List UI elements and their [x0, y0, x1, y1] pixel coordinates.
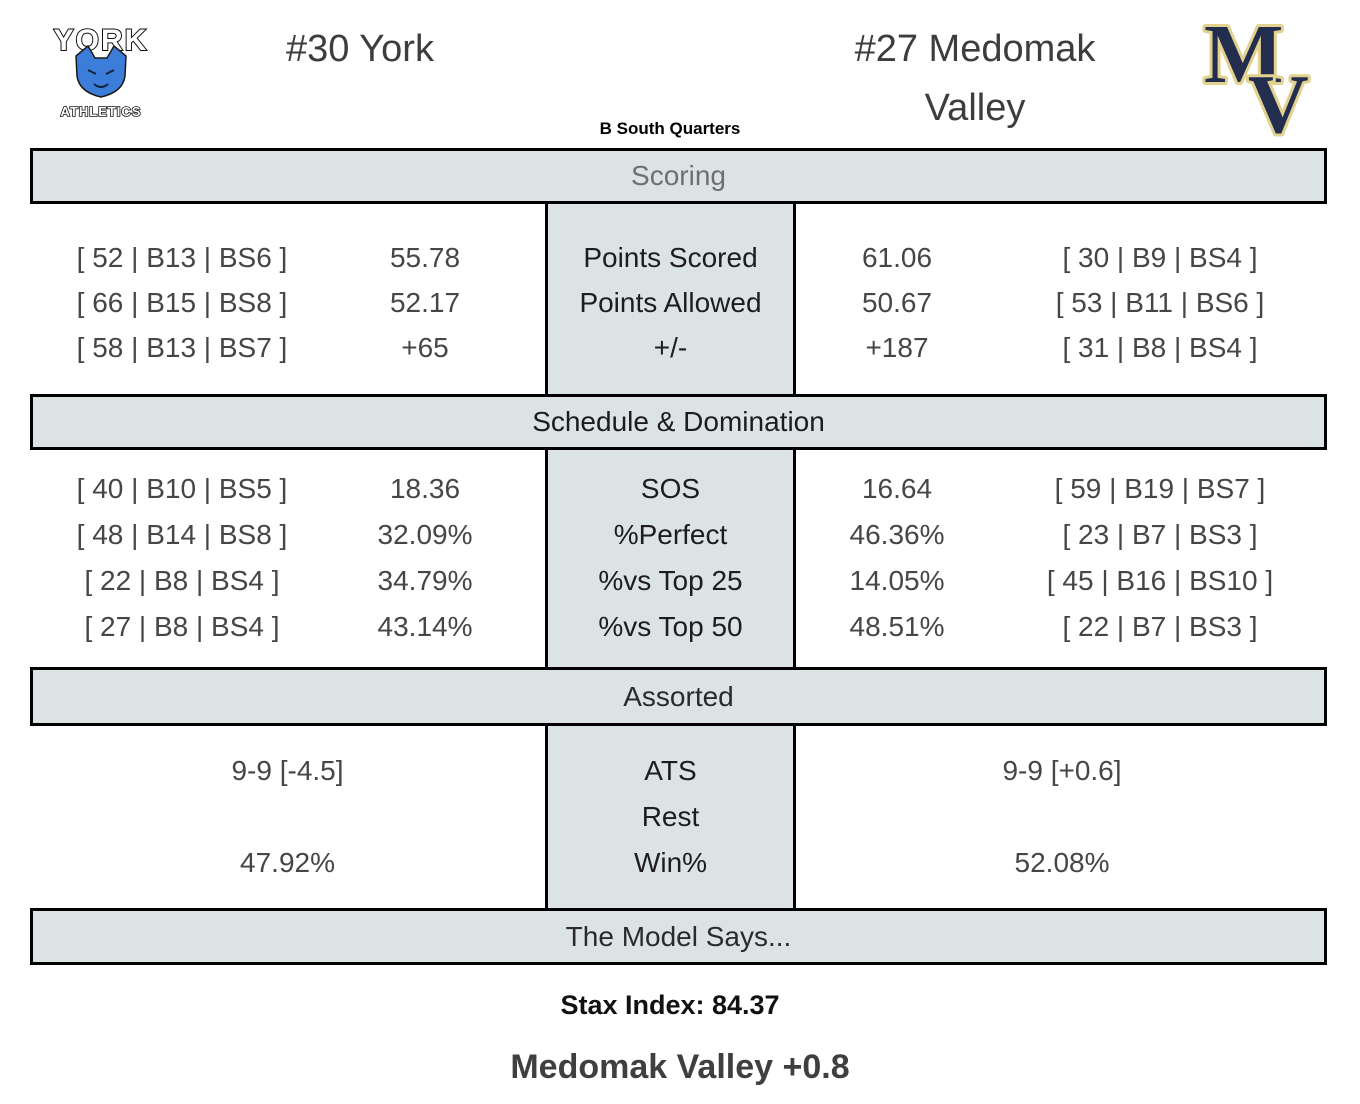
rank-bracket: [ 48 | B14 | BS8 ]	[76, 519, 288, 550]
york-scoring-ranks: [ 52 | B13 | BS6 ] [ 66 | B15 | BS8 ] [ …	[32, 235, 332, 370]
section-title: Scoring	[631, 160, 726, 191]
center-strip-schedule	[545, 448, 796, 669]
metric-label: %vs Top 50	[598, 611, 743, 642]
stat-value: 16.64	[861, 473, 933, 504]
right-team-name-line2: Valley	[924, 87, 1026, 129]
section-title: The Model Says...	[565, 920, 792, 952]
stat-value: 61.06	[861, 242, 933, 273]
metric-label: Points Scored	[583, 242, 758, 273]
right-team-name-line1: #27 Medomak	[854, 28, 1096, 70]
metric-label: Rest	[641, 801, 700, 832]
york-athletics-logo: YORK ATHLETICS	[36, 20, 166, 120]
rank-bracket: [ 40 | B10 | BS5 ]	[76, 473, 288, 504]
model-pick: Medomak Valley +0.8	[510, 1048, 850, 1086]
medomak-schedule-ranks: [ 59 | B19 | BS7 ] [ 23 | B7 | BS3 ] [ 4…	[1000, 466, 1320, 650]
stat-value: 48.51%	[849, 611, 945, 642]
stat-value	[32, 794, 543, 840]
left-team-title: #30 York	[150, 20, 570, 79]
york-schedule-ranks: [ 40 | B10 | BS5 ] [ 48 | B14 | BS8 ] [ …	[32, 466, 332, 650]
center-strip-assorted	[545, 724, 796, 910]
stat-value: 43.14%	[377, 611, 473, 642]
rank-bracket: [ 27 | B8 | BS4 ]	[84, 611, 280, 642]
york-wildcat-icon: YORK ATHLETICS	[53, 23, 149, 120]
section-title: Assorted	[623, 680, 734, 712]
medomak-scoring-values: 61.06 50.67 +187	[797, 235, 997, 370]
bracket-subtitle: B South Quarters	[599, 119, 741, 138]
section-title: Schedule & Domination	[532, 406, 825, 437]
rank-bracket: [ 66 | B15 | BS8 ]	[76, 287, 288, 318]
stax-index-value: Stax Index: 84.37	[560, 990, 780, 1020]
rank-bracket: [ 23 | B7 | BS3 ]	[1062, 519, 1258, 550]
rank-bracket: [ 45 | B16 | BS10 ]	[1046, 565, 1274, 596]
metric-label: Win%	[633, 847, 708, 878]
rank-bracket: [ 31 | B8 | BS4 ]	[1062, 332, 1258, 363]
stat-value	[797, 794, 1327, 840]
stat-value: 52.17	[389, 287, 461, 318]
york-logo-athletics-text: ATHLETICS	[61, 104, 142, 119]
york-logo-wordmark: YORK	[54, 24, 149, 57]
stat-value: 52.08%	[1014, 847, 1110, 878]
rank-bracket: [ 59 | B19 | BS7 ]	[1054, 473, 1266, 504]
schedule-metric-labels: SOS %Perfect %vs Top 25 %vs Top 50	[548, 466, 793, 650]
section-header-schedule: Schedule & Domination	[30, 394, 1327, 450]
assorted-metric-labels: ATS Rest Win%	[548, 748, 793, 886]
stat-value: 32.09%	[377, 519, 473, 550]
right-team-title: #27 Medomak Valley	[740, 20, 1210, 138]
stat-value: 55.78	[389, 242, 461, 273]
left-team-name: #30 York	[286, 28, 434, 70]
wildcat-face-lines	[87, 69, 115, 88]
medomak-schedule-values: 16.64 46.36% 14.05% 48.51%	[797, 466, 997, 650]
stat-value: 9-9 [+0.6]	[1002, 755, 1122, 786]
medomak-scoring-ranks: [ 30 | B9 | BS4 ] [ 53 | B11 | BS6 ] [ 3…	[1000, 235, 1320, 370]
stat-value: 47.92%	[240, 847, 335, 878]
scoring-metric-labels: Points Scored Points Allowed +/-	[548, 235, 793, 370]
stat-value: 9-9 [-4.5]	[231, 755, 344, 786]
section-header-scoring: Scoring	[30, 148, 1327, 204]
stat-value: 14.05%	[849, 565, 945, 596]
rank-bracket: [ 22 | B8 | BS4 ]	[84, 565, 280, 596]
york-schedule-values: 18.36 32.09% 34.79% 43.14%	[330, 466, 520, 650]
medomak-assorted-values: 9-9 [+0.6] 52.08%	[797, 748, 1327, 886]
stat-value: +187	[865, 332, 929, 363]
mv-logo-m: M	[1204, 8, 1283, 101]
metric-label: ATS	[644, 755, 697, 786]
york-assorted-values: 9-9 [-4.5] 47.92%	[32, 748, 543, 886]
metric-label: Points Allowed	[579, 287, 762, 318]
section-header-model: The Model Says...	[30, 908, 1327, 965]
stat-value: 18.36	[389, 473, 461, 504]
stat-value: 50.67	[861, 287, 933, 318]
mv-monogram-icon: M V	[1201, 5, 1312, 154]
section-header-assorted: Assorted	[30, 667, 1327, 726]
wildcat-head-icon	[75, 44, 127, 98]
stat-value: 46.36%	[849, 519, 945, 550]
rank-bracket: [ 52 | B13 | BS6 ]	[76, 242, 288, 273]
rank-bracket: [ 53 | B11 | BS6 ]	[1055, 287, 1265, 318]
center-strip-scoring	[545, 202, 796, 396]
mv-logo-v: V	[1248, 58, 1309, 138]
stat-value: 34.79%	[377, 565, 473, 596]
metric-label: %vs Top 25	[598, 565, 743, 596]
metric-label: %Perfect	[613, 519, 728, 550]
rank-bracket: [ 58 | B13 | BS7 ]	[76, 332, 288, 363]
rank-bracket: [ 22 | B7 | BS3 ]	[1062, 611, 1258, 642]
york-scoring-values: 55.78 52.17 +65	[330, 235, 520, 370]
metric-label: +/-	[653, 332, 688, 363]
rank-bracket: [ 30 | B9 | BS4 ]	[1062, 242, 1258, 273]
medomak-valley-logo: M V	[1200, 5, 1322, 154]
stat-value: +65	[401, 332, 449, 363]
metric-label: SOS	[640, 473, 701, 504]
